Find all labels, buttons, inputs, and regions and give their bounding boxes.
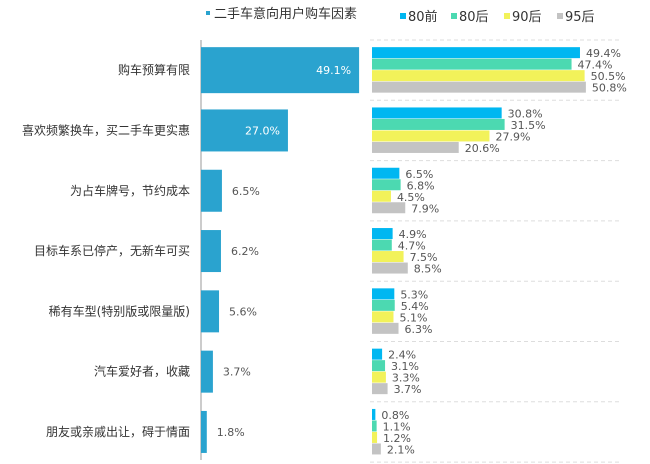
bar [372,228,393,240]
data-label: 50.5% [591,70,626,83]
bar [372,179,401,191]
bar [372,431,378,443]
data-label: 3.7% [394,383,422,396]
bar [201,47,360,94]
data-label: 1.1% [383,420,411,433]
data-label: 3.3% [392,372,420,385]
data-label: 3.7% [223,366,251,379]
data-label: 4.7% [398,240,426,253]
data-label: 20.6% [465,142,500,155]
bar [372,81,586,93]
data-label: 6.2% [231,245,259,258]
legend-label: 80后 [459,10,489,25]
data-label: 30.8% [508,107,543,120]
bar [201,109,288,152]
data-label: 4.9% [399,228,427,241]
legend-label: 95后 [565,10,595,25]
legend-marker [557,13,563,19]
bar [372,322,399,334]
data-label: 7.9% [411,202,439,215]
data-label: 27.9% [495,130,530,143]
data-label: 27.0% [245,124,280,137]
bar [372,202,406,214]
bar [372,288,395,300]
legend-marker [504,13,510,19]
data-label: 31.5% [511,119,546,132]
data-label: 1.2% [383,432,411,445]
bar [201,350,213,393]
bar [201,290,220,333]
category-label: 稀有车型(特别版或限量版) [49,303,190,318]
data-label: 6.3% [405,323,433,336]
bar [372,251,404,263]
bar [372,299,395,311]
bar [372,58,572,70]
bar [372,118,505,130]
bar [372,443,381,455]
data-label: 8.5% [414,263,442,276]
legend-label: 80前 [408,9,438,25]
data-label: 5.3% [400,288,428,301]
category-label: 朋友或亲戚出让，碍于情面 [46,425,190,439]
bar [372,239,392,251]
data-label: 5.1% [399,311,427,324]
category-label: 为占车牌号，节约成本 [70,183,190,198]
bar [201,169,222,212]
data-label: 7.5% [410,251,438,264]
data-label: 49.4% [586,47,621,60]
data-label: 5.6% [229,305,257,318]
category-label: 目标车系已停产，无新车可买 [34,243,190,258]
category-label: 喜欢频繁换车，买二手车更实惠 [22,122,190,137]
bar [372,408,376,420]
bar [372,348,383,360]
bar [372,371,386,383]
bar [201,410,207,453]
data-label: 5.4% [401,300,429,313]
bar [201,230,221,273]
category-label: 汽车爱好者，收藏 [94,364,190,379]
category-label: 购车预算有限 [118,62,190,77]
data-label: 47.4% [578,59,613,72]
data-label: 50.8% [592,82,627,95]
data-label: 2.1% [387,443,415,456]
bar [372,130,490,142]
data-label: 4.5% [397,191,425,204]
data-label: 6.5% [232,185,260,198]
bar [372,383,388,395]
data-label: 2.4% [388,349,416,362]
bar [372,360,386,372]
bar [372,190,391,202]
data-label: 49.1% [316,64,351,77]
legend-marker [451,13,457,19]
data-label: 6.8% [407,179,435,192]
data-label: 1.8% [217,426,245,439]
legend-label: 90后 [512,10,542,25]
data-label: 6.5% [405,168,433,181]
data-label: 3.1% [391,360,419,373]
bar [372,311,394,323]
bar [372,70,585,82]
bar [372,107,502,119]
bar [372,47,580,59]
bar [372,167,400,179]
data-label: 0.8% [381,409,409,422]
legend-label: 二手车意向用户购车因素 [214,6,357,22]
bar [372,420,377,432]
legend-marker [206,11,210,15]
legend-marker [400,13,406,19]
bar [372,141,459,153]
bar [372,262,408,274]
